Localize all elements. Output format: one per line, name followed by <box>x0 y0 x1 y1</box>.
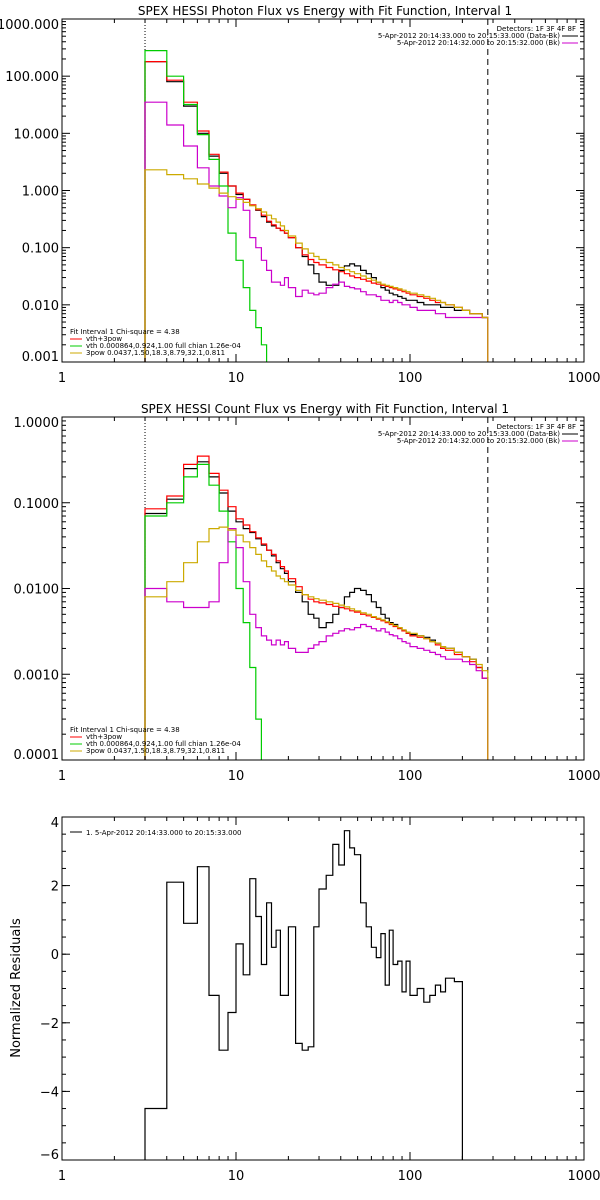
legend-3pow: 3pow 0.0437,1.50,18.3,8.79,32.1,0.811 <box>86 349 225 357</box>
x-tick-label: 10 <box>228 769 245 784</box>
series-line-3 <box>144 101 489 362</box>
x-tick-label: 10 <box>228 1169 245 1184</box>
x-tick-label: 100 <box>398 769 423 784</box>
plot-frame <box>61 816 585 1161</box>
legend-top-left: 1. 5-Apr-2012 20:14:33.000 to 20:15:33.0… <box>70 829 241 837</box>
series-line-4 <box>144 169 489 362</box>
legend-vth: vth 0.000864,0.924,1.00 full chian 1.26e… <box>86 342 241 350</box>
y-tick-label: 0.001 <box>22 350 59 365</box>
plot-frame <box>61 18 585 363</box>
x-tick-label: 1 <box>58 769 66 784</box>
legend-data-bk: 5-Apr-2012 20:14:33.000 to 20:15:33.000 … <box>378 430 560 438</box>
y-tick-label: −4 <box>40 1085 59 1100</box>
residuals-panel: 1 10 100 1000 −6 −4 −2 0 2 4 Normalized Residuals… <box>9 816 600 1184</box>
y-tick-label: 100.000 <box>5 70 59 85</box>
series-line-2 <box>144 50 268 362</box>
legend-data-bk: 5-Apr-2012 20:14:33.000 to 20:15:33.000 … <box>378 32 560 40</box>
x-tick-label: 1000 <box>567 769 600 784</box>
legend-vth3pow: vth+3pow <box>86 335 122 343</box>
series-line-0 <box>144 830 463 1160</box>
y-axis-label: Normalized Residuals <box>9 918 24 1058</box>
series-line-1 <box>144 61 489 362</box>
legend-3pow: 3pow 0.0437,1.50,18.3,8.79,32.1,0.811 <box>86 747 225 755</box>
x-tick-label: 1 <box>58 1169 66 1184</box>
legend-bottom: Fit Interval 1 Chi-square = 4.38 vth+3po… <box>70 328 241 357</box>
x-tick-label: 1000 <box>567 1169 600 1184</box>
count-flux-panel: SPEX HESSI Count Flux vs Energy with Fit… <box>14 402 600 784</box>
y-tick-label: 0.0100 <box>14 583 60 598</box>
legend-bottom: Fit Interval 1 Chi-square = 4.38 vth+3po… <box>70 726 241 755</box>
legend-vth3pow: vth+3pow <box>86 733 122 741</box>
y-tick-label: 4 <box>51 816 59 831</box>
y-tick-label: 2 <box>51 880 59 895</box>
plot-frame <box>61 416 585 761</box>
photon-flux-panel: SPEX HESSI Photon Flux vs Energy with Fi… <box>0 4 600 386</box>
legend-vth: vth 0.000864,0.924,1.00 full chian 1.26e… <box>86 740 241 748</box>
y-tick-label: 0.100 <box>22 242 59 257</box>
y-tick-label: 0.0010 <box>14 668 60 683</box>
series-line-3 <box>144 528 489 760</box>
x-tick-label: 100 <box>398 1169 423 1184</box>
legend-fit-interval: Fit Interval 1 Chi-square = 4.38 <box>70 726 180 734</box>
y-tick-label: 1000.000 <box>0 18 59 33</box>
x-tick-label: 1000 <box>567 371 600 386</box>
legend-detectors: Detectors: 1F 3F 4F 8F <box>497 25 576 33</box>
legend-top: Detectors: 1F 3F 4F 8F 5-Apr-2012 20:14:… <box>378 423 578 445</box>
legend-interval: 1. 5-Apr-2012 20:14:33.000 to 20:15:33.0… <box>86 829 241 837</box>
series-line-0 <box>144 461 489 760</box>
legend-bk: 5-Apr-2012 20:14:32.000 to 20:15:32.000 … <box>397 437 560 445</box>
legend-bk: 5-Apr-2012 20:14:32.000 to 20:15:32.000 … <box>397 39 560 47</box>
y-tick-label: 0.1000 <box>14 497 60 512</box>
y-tick-label: 0.010 <box>22 299 59 314</box>
x-tick-label: 100 <box>398 371 423 386</box>
y-tick-label: 1.0000 <box>14 416 60 431</box>
y-tick-label: −6 <box>40 1148 59 1163</box>
chart-title: SPEX HESSI Photon Flux vs Energy with Fi… <box>138 4 512 18</box>
y-tick-label: 10.000 <box>14 127 60 142</box>
y-tick-label: 1.000 <box>22 185 59 200</box>
y-tick-label: 0.0001 <box>14 748 60 763</box>
legend-top: Detectors: 1F 3F 4F 8F 5-Apr-2012 20:14:… <box>378 25 578 47</box>
y-tick-label: 0 <box>51 948 59 963</box>
x-tick-label: 1 <box>58 371 66 386</box>
series-line-2 <box>144 463 262 760</box>
chart-title: SPEX HESSI Count Flux vs Energy with Fit… <box>141 402 509 416</box>
y-tick-label: −2 <box>40 1017 59 1032</box>
series-line-0 <box>144 61 489 362</box>
series-line-4 <box>144 526 489 760</box>
legend-fit-interval: Fit Interval 1 Chi-square = 4.38 <box>70 328 180 336</box>
x-tick-label: 10 <box>228 371 245 386</box>
legend-detectors: Detectors: 1F 3F 4F 8F <box>497 423 576 431</box>
